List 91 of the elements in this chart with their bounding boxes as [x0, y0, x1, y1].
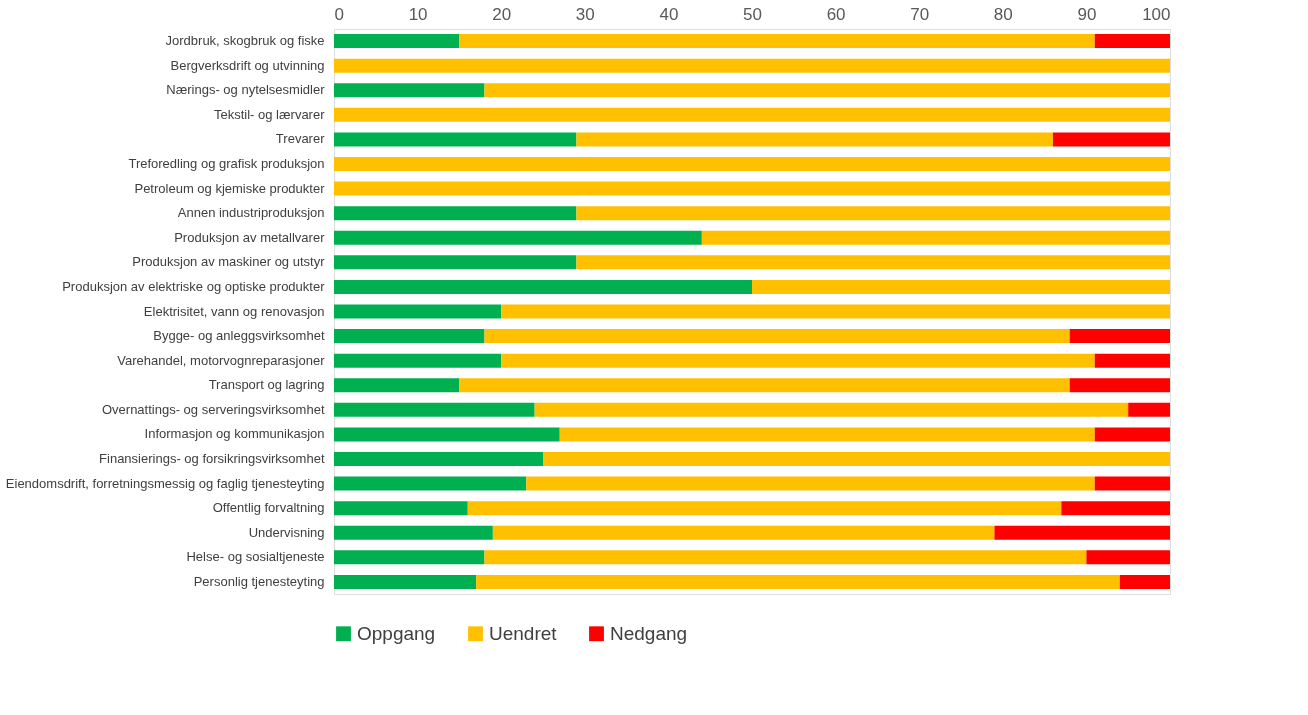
bar	[526, 476, 1095, 491]
bar	[334, 83, 485, 98]
legend-label: Oppgang	[357, 622, 436, 644]
y-tick-label: Offentlig forvaltning	[212, 500, 325, 516]
y-tick-label: Jordbruk, skogbruk og fiske	[165, 33, 325, 49]
bar	[334, 452, 543, 467]
y-tick-label: Petroleum og kjemiske produkter	[134, 180, 326, 196]
bar	[334, 304, 502, 319]
bar	[1061, 501, 1170, 516]
y-tick-label: Produksjon av elektriske og optiske produkter	[62, 278, 326, 294]
bar	[459, 378, 1070, 393]
bar	[1128, 402, 1170, 417]
x-tick-label: 10	[408, 4, 428, 24]
bar	[1094, 476, 1170, 491]
bar	[459, 34, 1095, 49]
bar	[334, 156, 1170, 171]
bar	[484, 83, 1170, 98]
bar	[701, 230, 1170, 245]
bar	[543, 452, 1170, 467]
bar	[1094, 353, 1170, 368]
x-tick-label: 20	[492, 4, 512, 24]
bar	[334, 501, 468, 516]
y-tick-label: Annen industriproduksjon	[177, 205, 325, 221]
y-tick-label: Nærings- og nytelsesmidler	[166, 82, 326, 98]
bar	[559, 427, 1095, 442]
bar	[501, 353, 1095, 368]
bar	[467, 501, 1062, 516]
legend-label: Uendret	[489, 622, 558, 644]
bar	[334, 402, 535, 417]
y-tick-label: Eiendomsdrift, forretningsmessig og faglig tjenesteyting	[5, 475, 325, 491]
y-tick-label: Elektrisitet, vann og renovasjon	[143, 303, 325, 319]
bar	[994, 525, 1170, 540]
bar	[334, 378, 460, 393]
x-tick-label: 60	[826, 4, 846, 24]
y-tick-label: Helse- og sosialtjeneste	[186, 549, 325, 565]
y-tick-label: Bergverksdrift og utvinning	[170, 57, 325, 73]
bar	[334, 58, 1170, 73]
bar	[1119, 574, 1170, 589]
y-tick-label: Produksjon av metallvarer	[174, 229, 326, 245]
y-tick-label: Informasjon og kommunikasjon	[144, 426, 325, 442]
bar	[484, 550, 1087, 565]
bar	[1069, 329, 1170, 344]
legend-label: Nedgang	[610, 622, 688, 644]
bar	[334, 329, 485, 344]
bar	[334, 181, 1170, 196]
x-tick-label: 50	[743, 4, 762, 24]
bar	[1052, 132, 1170, 147]
bar	[334, 255, 577, 270]
y-tick-label: Finansierings- og forsikringsvirksomhet	[99, 451, 325, 467]
bar	[334, 550, 485, 565]
bar	[334, 206, 577, 221]
bar	[334, 230, 702, 245]
x-tick-label: 70	[910, 4, 930, 24]
x-tick-label: 80	[993, 4, 1013, 24]
x-tick-label: 90	[1077, 4, 1097, 24]
bar	[334, 476, 527, 491]
x-tick-label: 0	[334, 4, 344, 24]
y-tick-label: Trevarer	[275, 131, 326, 147]
y-tick-label: Undervisning	[248, 524, 325, 540]
bar	[334, 132, 577, 147]
y-tick-label: Personlig tjenesteyting	[193, 573, 325, 589]
bar	[576, 255, 1170, 270]
y-tick-label: Overnattings- og serveringsvirksomhet	[101, 401, 325, 417]
bar	[1069, 378, 1170, 393]
y-tick-label: Transport og lagring	[208, 377, 325, 393]
bar	[334, 353, 502, 368]
bar	[576, 206, 1170, 221]
bar	[1094, 34, 1170, 49]
bar	[752, 279, 1170, 294]
bar	[334, 279, 752, 294]
bar	[334, 107, 1170, 122]
bar	[501, 304, 1170, 319]
y-tick-label: Tekstil- og lærvarer	[213, 106, 326, 122]
bar	[1086, 550, 1170, 565]
bar	[334, 427, 560, 442]
y-tick-label: Produksjon av maskiner og utstyr	[132, 254, 326, 270]
bar	[334, 574, 477, 589]
bar	[334, 34, 460, 49]
x-tick-label: 100	[1142, 4, 1171, 24]
x-tick-label: 30	[575, 4, 595, 24]
bar	[334, 525, 493, 540]
y-tick-label: Bygge- og anleggsvirksomhet	[153, 328, 325, 344]
bar	[484, 329, 1070, 344]
x-tick-label: 40	[659, 4, 679, 24]
bar	[534, 402, 1129, 417]
y-tick-label: Varehandel, motorvognreparasjoner	[117, 352, 326, 368]
bar	[476, 574, 1120, 589]
bar	[576, 132, 1053, 147]
bar	[1094, 427, 1170, 442]
y-tick-label: Treforedling og grafisk produksjon	[128, 155, 325, 171]
bar	[492, 525, 995, 540]
